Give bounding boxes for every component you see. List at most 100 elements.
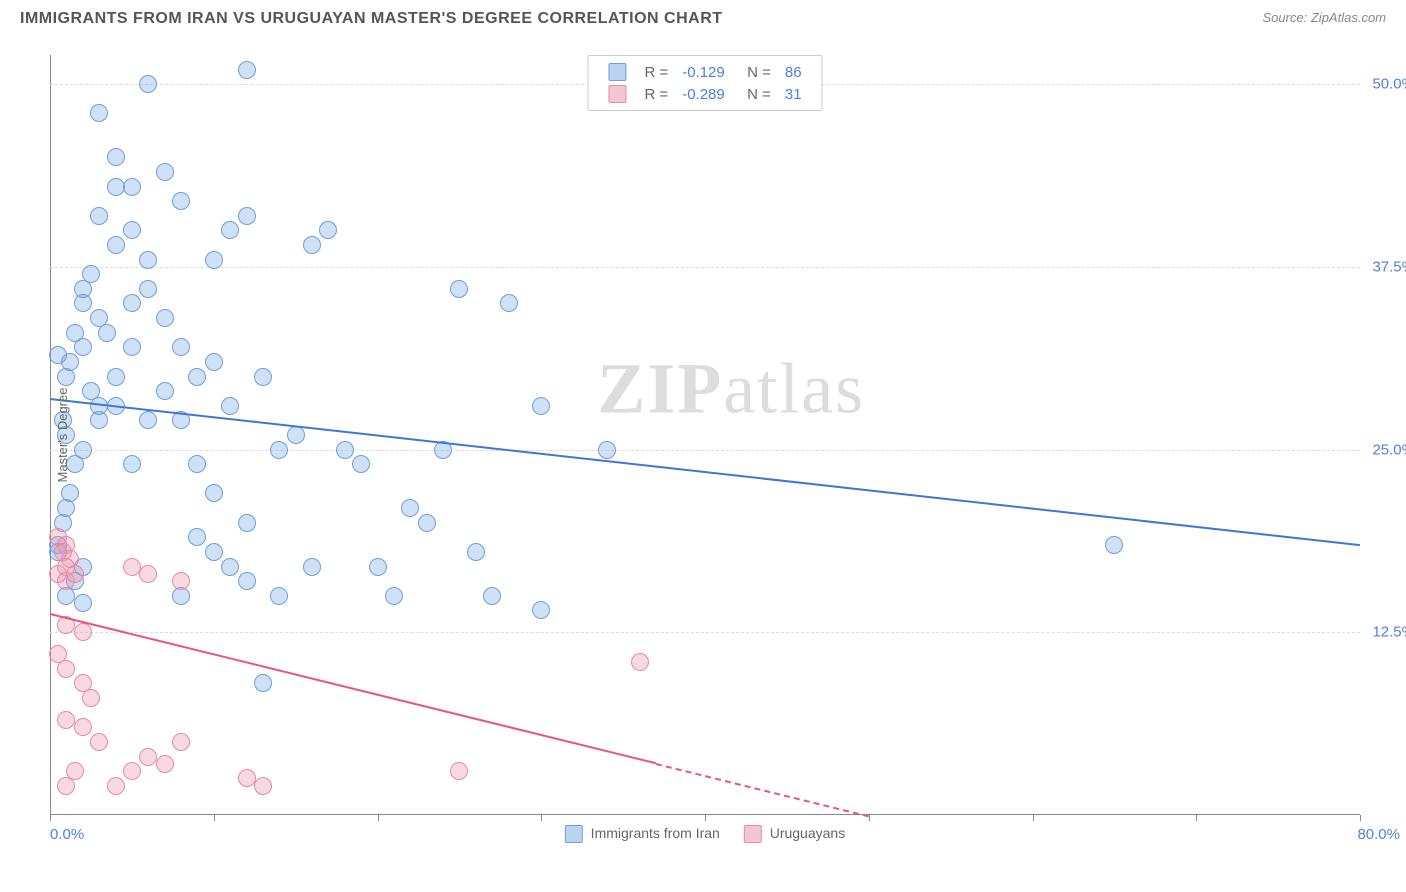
data-point	[107, 777, 125, 795]
data-point	[385, 587, 403, 605]
data-point	[123, 558, 141, 576]
legend-item: Immigrants from Iran	[565, 825, 720, 843]
legend-swatch	[565, 825, 583, 843]
data-point	[123, 455, 141, 473]
data-point	[74, 441, 92, 459]
data-point	[123, 294, 141, 312]
data-point	[1105, 536, 1123, 554]
data-point	[139, 75, 157, 93]
data-point	[205, 484, 223, 502]
data-point	[172, 733, 190, 751]
legend-swatch	[608, 63, 626, 81]
legend-r-value: -0.129	[676, 62, 731, 82]
data-point	[418, 514, 436, 532]
chart-title: IMMIGRANTS FROM IRAN VS URUGUAYAN MASTER…	[20, 10, 723, 28]
data-point	[57, 777, 75, 795]
data-point	[254, 674, 272, 692]
x-axis-max-label: 80.0%	[1357, 826, 1400, 843]
data-point	[205, 251, 223, 269]
data-point	[450, 280, 468, 298]
data-point	[139, 411, 157, 429]
data-point	[172, 572, 190, 590]
x-tick	[1033, 815, 1034, 821]
data-point	[631, 653, 649, 671]
data-point	[270, 441, 288, 459]
data-point	[205, 353, 223, 371]
data-point	[238, 61, 256, 79]
y-axis-label: Master's Degree	[55, 388, 70, 483]
legend-row: R =-0.129 N =86	[602, 62, 807, 82]
x-tick	[50, 815, 51, 821]
data-point	[123, 178, 141, 196]
data-point	[254, 368, 272, 386]
legend-n-value: 86	[779, 62, 808, 82]
x-axis-min-label: 0.0%	[50, 826, 84, 843]
legend-row: R =-0.289 N =31	[602, 84, 807, 104]
data-point	[90, 207, 108, 225]
gridline	[50, 632, 1360, 633]
data-point	[66, 565, 84, 583]
data-point	[107, 368, 125, 386]
data-point	[139, 565, 157, 583]
data-point	[156, 163, 174, 181]
data-point	[57, 660, 75, 678]
data-point	[74, 594, 92, 612]
trend-line	[656, 763, 869, 817]
y-tick-label: 25.0%	[1372, 441, 1406, 458]
gridline	[50, 450, 1360, 451]
data-point	[90, 733, 108, 751]
data-point	[598, 441, 616, 459]
data-point	[450, 762, 468, 780]
data-point	[188, 455, 206, 473]
data-point	[532, 601, 550, 619]
y-tick-label: 37.5%	[1372, 258, 1406, 275]
data-point	[532, 397, 550, 415]
data-point	[156, 755, 174, 773]
data-point	[66, 324, 84, 342]
scatter-plot: ZIPatlas 12.5%25.0%37.5%50.0%	[50, 55, 1360, 815]
legend-label: Uruguayans	[770, 825, 846, 841]
data-point	[238, 769, 256, 787]
legend-n-value: 31	[779, 84, 808, 104]
data-point	[107, 236, 125, 254]
data-point	[139, 280, 157, 298]
series-legend: Immigrants from Iran Uruguayans	[553, 825, 857, 843]
legend-n-label: N =	[733, 84, 777, 104]
legend-label: Immigrants from Iran	[591, 825, 720, 841]
x-tick	[214, 815, 215, 821]
data-point	[98, 324, 116, 342]
data-point	[336, 441, 354, 459]
trend-line	[50, 613, 656, 764]
data-point	[303, 236, 321, 254]
data-point	[205, 543, 223, 561]
data-point	[123, 762, 141, 780]
data-point	[483, 587, 501, 605]
x-tick	[1360, 815, 1361, 821]
data-point	[74, 718, 92, 736]
data-point	[369, 558, 387, 576]
legend-r-label: R =	[638, 62, 674, 82]
legend-n-label: N =	[733, 62, 777, 82]
data-point	[352, 455, 370, 473]
data-point	[303, 558, 321, 576]
data-point	[49, 346, 67, 364]
data-point	[238, 514, 256, 532]
x-tick	[541, 815, 542, 821]
data-point	[107, 148, 125, 166]
y-tick-label: 50.0%	[1372, 76, 1406, 93]
chart-area: ZIPatlas 12.5%25.0%37.5%50.0% Master's D…	[50, 55, 1360, 815]
gridline	[50, 267, 1360, 268]
data-point	[221, 397, 239, 415]
data-point	[172, 338, 190, 356]
data-point	[172, 192, 190, 210]
data-point	[82, 265, 100, 283]
legend-swatch	[744, 825, 762, 843]
legend-r-value: -0.289	[676, 84, 731, 104]
data-point	[287, 426, 305, 444]
data-point	[57, 711, 75, 729]
legend-r-label: R =	[638, 84, 674, 104]
x-tick	[1196, 815, 1197, 821]
legend-item: Uruguayans	[744, 825, 845, 843]
data-point	[156, 382, 174, 400]
data-point	[188, 528, 206, 546]
